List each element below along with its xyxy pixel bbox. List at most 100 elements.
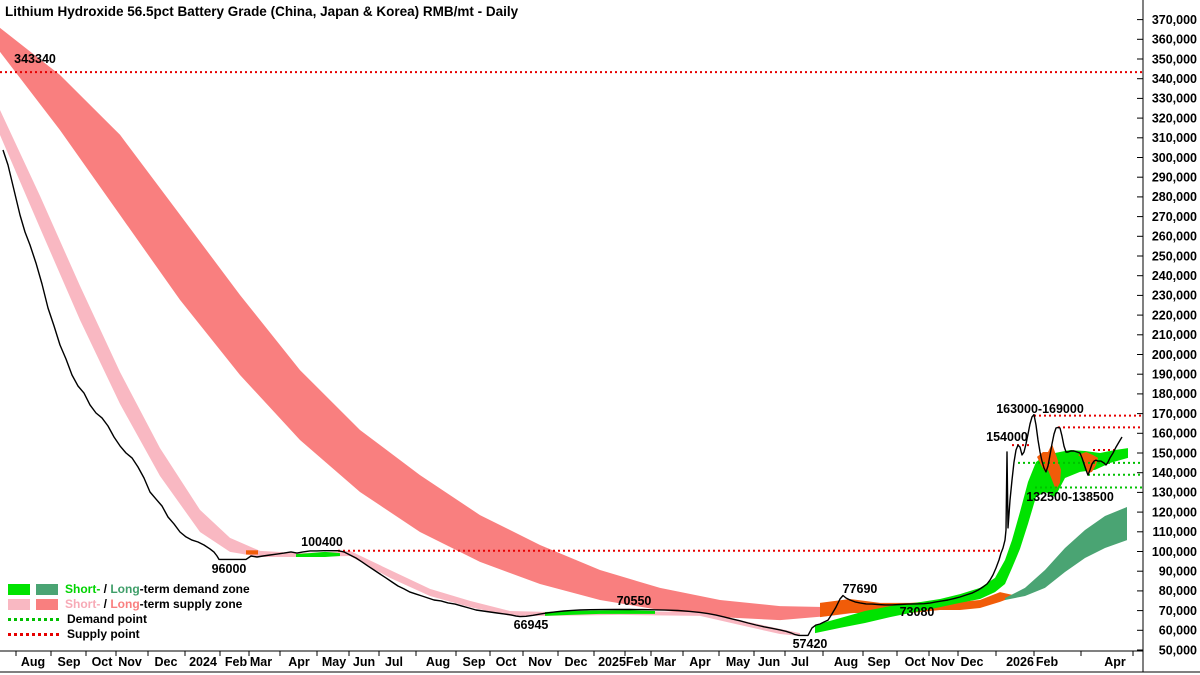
x-axis-label-Feb: Feb xyxy=(626,655,649,669)
chart-title: Lithium Hydroxide 56.5pct Battery Grade … xyxy=(5,4,519,19)
x-axis-label-2025: 2025 xyxy=(598,655,626,669)
x-axis-label-Feb: Feb xyxy=(225,655,248,669)
y-axis-label: 200,000 xyxy=(1152,348,1197,362)
price-annotation-57420: 57420 xyxy=(793,637,828,651)
x-axis-label-Sep: Sep xyxy=(463,655,486,669)
legend-row-demand-point: Demand point xyxy=(8,612,250,626)
y-axis-label: 250,000 xyxy=(1152,249,1197,263)
x-axis-label-Jun: Jun xyxy=(758,655,780,669)
y-axis-label: 290,000 xyxy=(1152,171,1197,185)
price-annotation-70550: 70550 xyxy=(617,594,652,608)
y-axis-label: 130,000 xyxy=(1152,486,1197,500)
x-axis-label-Dec: Dec xyxy=(155,655,178,669)
y-axis-label: 210,000 xyxy=(1152,328,1197,342)
y-axis-label: 100,000 xyxy=(1152,545,1197,559)
demand-point-dotted-swatch xyxy=(8,617,59,621)
y-axis-label: 170,000 xyxy=(1152,407,1197,421)
x-axis-label-Sep: Sep xyxy=(58,655,81,669)
y-axis-label: 220,000 xyxy=(1152,308,1197,322)
y-axis-label: 50,000 xyxy=(1159,643,1197,657)
x-axis-label-Sep: Sep xyxy=(868,655,891,669)
y-axis-label: 240,000 xyxy=(1152,269,1197,283)
y-axis-label: 80,000 xyxy=(1159,584,1197,598)
x-axis-label-Apr: Apr xyxy=(288,655,310,669)
y-axis-label: 330,000 xyxy=(1152,92,1197,106)
price-annotation-100400: 100400 xyxy=(301,535,343,549)
demand-strip-spring-2024-band xyxy=(296,551,340,557)
short-term-demand-swatch xyxy=(8,583,30,595)
x-axis-label-Aug: Aug xyxy=(834,655,858,669)
x-axis-label-May: May xyxy=(322,655,346,669)
x-axis-label-Jul: Jul xyxy=(385,655,403,669)
y-axis-label: 310,000 xyxy=(1152,131,1197,145)
supply-hit-feb-2026-a-patch xyxy=(1037,443,1061,490)
price-annotation-163000-169000: 163000-169000 xyxy=(996,402,1084,416)
y-axis-label: 230,000 xyxy=(1152,289,1197,303)
y-axis-label: 60,000 xyxy=(1159,624,1197,638)
legend-row-supply-point: Supply point xyxy=(8,627,250,641)
y-axis-label: 360,000 xyxy=(1152,33,1197,47)
x-axis-label-2024: 2024 xyxy=(189,655,217,669)
x-axis-label-Aug: Aug xyxy=(426,655,450,669)
supply-point-dotted-swatch xyxy=(8,632,59,636)
supply-hit-mar-2024-patch xyxy=(246,550,258,555)
y-axis-label: 190,000 xyxy=(1152,368,1197,382)
x-axis-label-Oct: Oct xyxy=(496,655,518,669)
y-axis-label: 120,000 xyxy=(1152,505,1197,519)
y-axis-label: 300,000 xyxy=(1152,151,1197,165)
x-axis-label-May: May xyxy=(726,655,750,669)
long-term-supply-zone-band xyxy=(0,27,862,621)
y-axis-label: 150,000 xyxy=(1152,446,1197,460)
x-axis-label-Oct: Oct xyxy=(92,655,114,669)
legend-row-supply-zone: Short- / Long-term supply zone xyxy=(8,597,250,611)
y-axis-label: 320,000 xyxy=(1152,111,1197,125)
x-axis-label-Oct: Oct xyxy=(905,655,927,669)
legend-supply-zone-label: Short- / Long-term supply zone xyxy=(65,596,243,611)
x-axis-label-Nov: Nov xyxy=(528,655,552,669)
x-axis-label-Dec: Dec xyxy=(961,655,984,669)
x-axis-label-Aug: Aug xyxy=(21,655,45,669)
x-axis-label-2026: 2026 xyxy=(1006,655,1034,669)
long-term-demand-zone-band xyxy=(1005,507,1127,600)
y-axis-label: 70,000 xyxy=(1159,604,1197,618)
y-axis-label: 370,000 xyxy=(1152,13,1197,27)
legend-demand-point-label: Demand point xyxy=(67,611,147,626)
y-axis-label: 90,000 xyxy=(1159,565,1197,579)
price-annotation-343340: 343340 xyxy=(14,52,56,66)
x-axis-label-Apr: Apr xyxy=(689,655,711,669)
price-annotation-73080: 73080 xyxy=(900,605,935,619)
y-axis-label: 350,000 xyxy=(1152,52,1197,66)
y-axis-label: 180,000 xyxy=(1152,387,1197,401)
short-term-demand-zone-band xyxy=(815,448,1128,634)
short-term-supply-swatch xyxy=(8,598,30,610)
y-axis-label: 160,000 xyxy=(1152,427,1197,441)
x-axis-label-Feb: Feb xyxy=(1036,655,1059,669)
y-axis-label: 280,000 xyxy=(1152,190,1197,204)
y-axis-label: 260,000 xyxy=(1152,230,1197,244)
price-annotation-66945: 66945 xyxy=(514,618,549,632)
x-axis-label-Jun: Jun xyxy=(353,655,375,669)
price-annotation-77690: 77690 xyxy=(843,582,878,596)
y-axis-label: 140,000 xyxy=(1152,466,1197,480)
x-axis-label-Nov: Nov xyxy=(931,655,955,669)
long-term-demand-swatch xyxy=(36,583,58,595)
long-term-supply-swatch xyxy=(36,598,58,610)
demand-strip-spring-2025-band xyxy=(545,610,655,616)
legend-supply-point-label: Supply point xyxy=(67,626,140,641)
y-axis-label: 340,000 xyxy=(1152,72,1197,86)
x-axis-label-Jul: Jul xyxy=(791,655,809,669)
legend-row-demand-zone: Short- / Long-term demand zone xyxy=(8,582,250,596)
x-axis-label-Mar: Mar xyxy=(250,655,272,669)
legend-demand-zone-label: Short- / Long-term demand zone xyxy=(65,581,250,596)
x-axis-label-Dec: Dec xyxy=(565,655,588,669)
y-axis-label: 270,000 xyxy=(1152,210,1197,224)
x-axis-label-Mar: Mar xyxy=(654,655,676,669)
x-axis-label-Apr: Apr xyxy=(1104,655,1126,669)
price-annotation-154000: 154000 xyxy=(986,430,1028,444)
price-annotation-96000: 96000 xyxy=(212,562,247,576)
chart-legend: Short- / Long-term demand zone Short- / … xyxy=(8,582,250,642)
price-line xyxy=(2,149,1123,637)
price-annotation-132500-138500: 132500-138500 xyxy=(1026,490,1114,504)
